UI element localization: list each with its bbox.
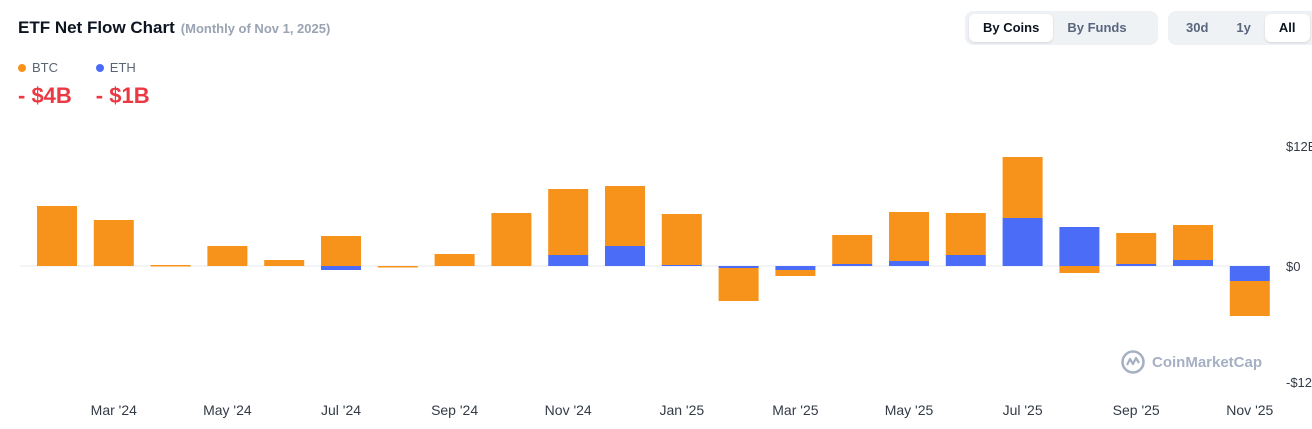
bar-eth-21[interactable] (1229, 266, 1270, 281)
bar-eth-14[interactable] (832, 264, 873, 266)
chart-title: ETF Net Flow Chart (18, 18, 175, 37)
legend-value-eth: - $1B (95, 83, 150, 108)
legend-value-btc: - $4B (18, 83, 72, 108)
bar-btc-11[interactable] (661, 214, 702, 265)
range-all-button[interactable]: All (1264, 14, 1310, 42)
bar-btc-3[interactable] (207, 246, 248, 266)
bar-btc-16[interactable] (945, 213, 986, 255)
bar-eth-18[interactable] (1059, 227, 1100, 266)
bar-eth-13[interactable] (775, 266, 816, 270)
bar-btc-13[interactable] (775, 270, 816, 276)
bar-btc-21[interactable] (1229, 281, 1270, 316)
bar-btc-9[interactable] (548, 189, 589, 255)
range-30d-button[interactable]: 30d (1186, 20, 1209, 35)
range-1y-button[interactable]: 1y (1236, 20, 1251, 35)
bar-btc-2[interactable] (150, 265, 191, 267)
x-tick-label: May '25 (885, 402, 934, 418)
bar-btc-7[interactable] (434, 254, 475, 266)
bar-btc-15[interactable] (889, 212, 929, 261)
bar-eth-10[interactable] (605, 246, 645, 266)
legend-item-eth[interactable]: ETH - $1B (95, 60, 150, 109)
x-tick-label: Mar '25 (772, 402, 818, 418)
chart-subtitle: (Monthly of Nov 1, 2025) (180, 21, 331, 36)
legend-item-btc[interactable]: BTC - $4B (18, 60, 72, 109)
bar-eth-11[interactable] (661, 265, 702, 266)
bar-btc-20[interactable] (1173, 225, 1213, 260)
x-tick-label: Nov '24 (545, 402, 592, 418)
bar-eth-5[interactable] (321, 266, 361, 270)
eth-dot-icon (95, 63, 104, 72)
bar-btc-8[interactable] (491, 213, 532, 266)
bar-eth-12[interactable] (718, 266, 759, 268)
bar-eth-19[interactable] (1116, 264, 1157, 266)
x-tick-label: Mar '24 (91, 402, 137, 418)
bar-btc-17[interactable] (1002, 157, 1043, 218)
legend: BTC - $4B ETH - $1B (18, 60, 150, 109)
by-funds-button[interactable]: By Funds (1067, 20, 1127, 35)
bar-btc-5[interactable] (321, 236, 361, 266)
view-toggle: By Coins By Funds (965, 11, 1158, 45)
bar-eth-16[interactable] (945, 255, 986, 266)
chart-header: ETF Net Flow Chart (Monthly of Nov 1, 20… (18, 18, 330, 38)
legend-label-btc: BTC (32, 60, 58, 75)
bar-btc-10[interactable] (605, 186, 645, 246)
bar-eth-9[interactable] (548, 255, 589, 266)
watermark-text: CoinMarketCap (1152, 353, 1263, 371)
x-tick-label: Jul '24 (321, 402, 361, 418)
y-tick-label: $12B (1286, 139, 1312, 154)
x-tick-label: Nov '25 (1226, 402, 1273, 418)
bar-btc-1[interactable] (93, 220, 134, 266)
x-tick-label: Sep '24 (431, 402, 478, 418)
bar-btc-4[interactable] (264, 260, 305, 266)
legend-label-eth: ETH (109, 60, 136, 75)
coinmarketcap-logo-icon (1121, 350, 1145, 374)
bar-eth-20[interactable] (1173, 260, 1213, 266)
bar-btc-0[interactable] (37, 206, 77, 266)
x-tick-label: Jul '25 (1003, 402, 1043, 418)
y-tick-label: $0 (1286, 259, 1300, 274)
x-tick-label: May '24 (203, 402, 252, 418)
btc-dot-icon (18, 63, 26, 72)
watermark: CoinMarketCap (1120, 349, 1262, 375)
bar-eth-15[interactable] (889, 261, 929, 266)
range-toggle: 30d 1y All (1168, 11, 1312, 45)
bar-btc-12[interactable] (718, 268, 759, 301)
by-coins-button[interactable]: By Coins (969, 14, 1054, 42)
bar-btc-19[interactable] (1116, 233, 1157, 264)
x-tick-label: Sep '25 (1113, 402, 1160, 418)
bar-btc-14[interactable] (832, 235, 873, 264)
bar-btc-18[interactable] (1059, 266, 1100, 273)
bar-eth-17[interactable] (1002, 218, 1043, 266)
bar-btc-6[interactable] (377, 266, 418, 268)
y-tick-label: -$12B (1286, 375, 1312, 390)
x-tick-label: Jan '25 (659, 402, 704, 418)
